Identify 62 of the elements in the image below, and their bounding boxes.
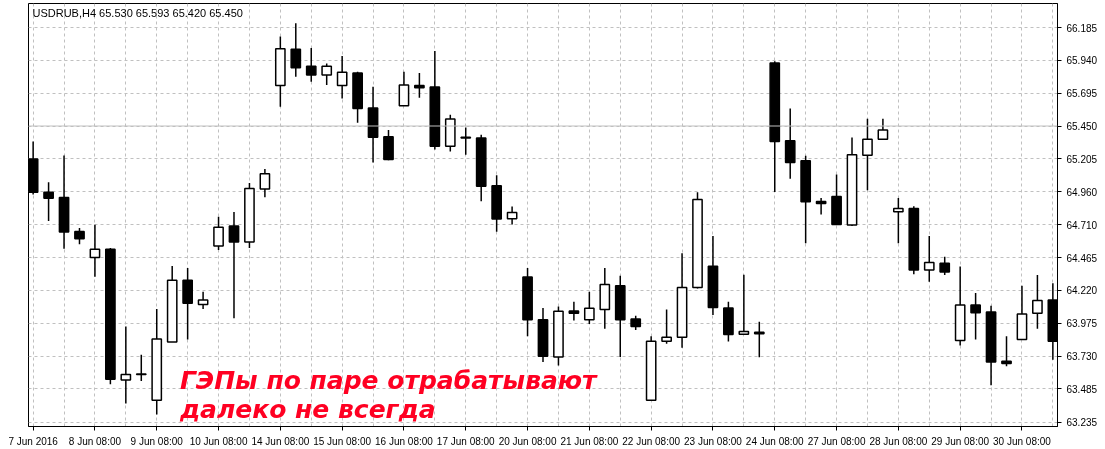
candlestick xyxy=(1032,274,1043,330)
x-tick-label: 8 Jun 08:00 xyxy=(68,435,122,447)
x-tick-label: 14 Jun 08:00 xyxy=(251,435,310,447)
y-tick-label: 66.185 xyxy=(1066,22,1098,34)
candlestick xyxy=(213,216,224,251)
candlestick xyxy=(753,320,765,359)
y-tick-label: 64.220 xyxy=(1066,285,1098,297)
y-tick-label: 64.465 xyxy=(1066,252,1098,264)
x-tick-label: 10 Jun 08:00 xyxy=(189,435,248,447)
y-tick-label: 65.205 xyxy=(1066,153,1098,165)
x-tick-label: 24 Jun 08:00 xyxy=(745,435,805,447)
candlestick xyxy=(135,354,147,382)
candlestick xyxy=(892,197,904,245)
y-tick-label: 63.235 xyxy=(1066,417,1098,429)
candlestick xyxy=(383,129,394,162)
chart-title: USDRUB,H4 65.530 65.593 65.420 65.450 xyxy=(32,6,243,19)
y-tick-label: 63.730 xyxy=(1066,351,1098,363)
candlestick xyxy=(259,168,271,199)
candlestick xyxy=(784,107,796,180)
y-tick-label: 65.450 xyxy=(1066,121,1098,132)
x-tick-label: 29 Jun 08:00 xyxy=(931,435,990,447)
candlestick xyxy=(321,62,333,86)
candlestick xyxy=(862,117,873,192)
x-tick-label: 15 Jun 08:00 xyxy=(313,435,372,447)
annotation: далеко не всегда xyxy=(178,395,436,424)
candlestick xyxy=(738,274,750,336)
x-tick-label: 28 Jun 08:00 xyxy=(869,435,928,447)
x-tick-label: 16 Jun 08:00 xyxy=(375,435,434,447)
candlestick xyxy=(305,47,317,83)
y-tick-label: 64.960 xyxy=(1066,186,1098,198)
candlestick xyxy=(460,126,472,156)
candlestick xyxy=(970,292,981,341)
candlestick xyxy=(43,181,54,222)
x-tick-label: 20 Jun 08:00 xyxy=(498,435,557,447)
candlestick xyxy=(398,71,410,107)
candlestick xyxy=(336,55,348,100)
x-tick-label: 9 Jun 08:00 xyxy=(130,435,184,447)
x-tick-label: 17 Jun 08:00 xyxy=(436,435,496,447)
x-tick-label: 23 Jun 08:00 xyxy=(684,435,743,447)
y-tick-label: 65.940 xyxy=(1066,55,1098,67)
x-tick-label: 21 Jun 08:00 xyxy=(560,435,619,447)
candlestick xyxy=(923,235,935,283)
candlestick xyxy=(583,290,595,325)
y-tick-label: 65.695 xyxy=(1066,88,1098,100)
candlestick xyxy=(939,255,951,276)
y-tick-label: 64.710 xyxy=(1066,219,1098,231)
x-tick-label: 30 Jun 08:00 xyxy=(993,435,1052,447)
x-tick-label: 7 Jun 2016 xyxy=(8,435,59,447)
y-tick-label: 63.485 xyxy=(1066,383,1098,395)
y-tick-label: 63.975 xyxy=(1066,318,1098,330)
candlestick xyxy=(661,308,672,345)
candlestick xyxy=(290,22,302,78)
candlestick xyxy=(414,72,425,99)
candlestick xyxy=(568,300,580,322)
annotation: ГЭПы по паре отрабатывают xyxy=(179,366,599,395)
candlestick xyxy=(228,211,240,320)
candlestick xyxy=(877,117,889,140)
candlestick xyxy=(1001,335,1012,368)
candlestick xyxy=(120,325,132,405)
candlestick xyxy=(182,267,194,341)
x-tick-label: 27 Jun 08:00 xyxy=(807,435,866,447)
x-tick-label: 22 Jun 08:00 xyxy=(622,435,681,447)
